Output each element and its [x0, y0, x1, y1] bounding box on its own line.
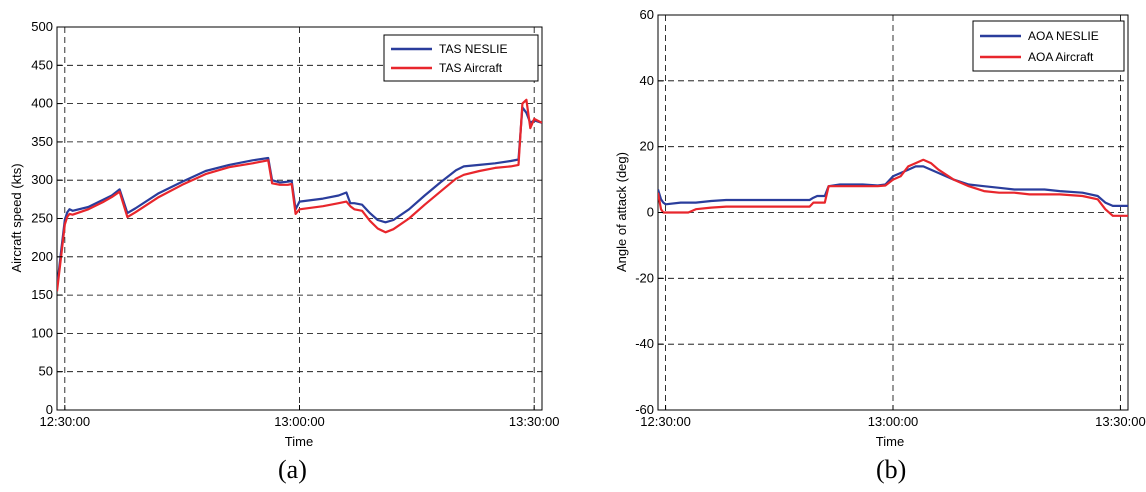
chart-a-xlabel: Time: [285, 434, 313, 449]
chart-a-ytick-label: 400: [31, 96, 53, 111]
chart-b-ytick-label: 40: [640, 73, 654, 88]
chart-a-ytick-label: 150: [31, 287, 53, 302]
chart-b-xtick-label: 12:30:00: [640, 414, 691, 429]
chart-b-ytick-label: -60: [635, 402, 654, 417]
chart-a-ytick-label: 50: [39, 364, 53, 379]
chart-a-ylabel: Aircraft speed (kts): [9, 163, 24, 272]
chart-a-legend-box: [383, 34, 539, 82]
chart-b-xtick-label: 13:00:00: [868, 414, 919, 429]
chart-a-series: [57, 98, 542, 292]
chart-a-ytick-label: 200: [31, 249, 53, 264]
chart-b-legend-label-0: AOA NESLIE: [1028, 29, 1099, 43]
chart-b-xlabel: Time: [876, 434, 904, 449]
chart-b-series: [658, 158, 1128, 217]
chart-b-ytick-label: 20: [640, 139, 654, 154]
chart-a-ytick-label: 0: [46, 402, 53, 417]
chart-a-y-ticks: 0 50 100 150 200 250 300 350 400 450 500: [31, 19, 62, 417]
chart-b-legend-label-1: AOA Aircraft: [1028, 50, 1094, 64]
chart-a-ytick-label: 300: [31, 172, 53, 187]
chart-a-legend: TAS NESLIE TAS Aircraft: [383, 34, 539, 82]
chart-a-xtick-label: 12:30:00: [40, 414, 91, 429]
chart-b-x-ticks: 12:30:00 13:00:00 13:30:00: [640, 405, 1146, 429]
chart-a-legend-label-1: TAS Aircraft: [439, 61, 503, 75]
chart-a-ytick-label: 450: [31, 57, 53, 72]
chart-b-y-ticks: -60 -40 -20 0 20 40 60: [635, 7, 663, 417]
chart-b-ytick-label: -40: [635, 336, 654, 351]
chart-a-ytick-label: 350: [31, 134, 53, 149]
chart-a-ytick-label: 100: [31, 325, 53, 340]
chart-a-ytick-label: 500: [31, 19, 53, 34]
chart-a-caption: (a): [278, 455, 307, 484]
chart-a-series-line-1: [57, 98, 542, 292]
chart-b-legend: AOA NESLIE AOA Aircraft: [972, 20, 1125, 72]
chart-b-caption: (b): [876, 455, 906, 484]
chart-a-xtick-label: 13:30:00: [509, 414, 560, 429]
chart-b-legend-box: [972, 20, 1125, 72]
chart-b-ytick-label: 0: [647, 205, 654, 220]
chart-a-x-ticks: 12:30:00 13:00:00 13:30:00: [40, 405, 560, 429]
chart-b-grid: [658, 15, 1128, 410]
chart-b-ytick-label: 60: [640, 7, 654, 22]
chart-b-series-line-0: [658, 165, 1128, 207]
chart-a-xtick-label: 13:00:00: [274, 414, 325, 429]
chart-a-ytick-label: 250: [31, 211, 53, 226]
chart-a-legend-label-0: TAS NESLIE: [439, 42, 507, 56]
chart-a-series-line-0: [57, 106, 542, 288]
chart-b-xtick-label: 13:30:00: [1095, 414, 1146, 429]
chart-b: -60 -40 -20 0 20 40 60 12:30:00 13:00:00 13:30:0…: [614, 7, 1146, 484]
chart-b-series-line-1: [658, 158, 1128, 217]
chart-b-ytick-label: -20: [635, 270, 654, 285]
chart-b-ylabel: Angle of attack (deg): [614, 152, 629, 272]
